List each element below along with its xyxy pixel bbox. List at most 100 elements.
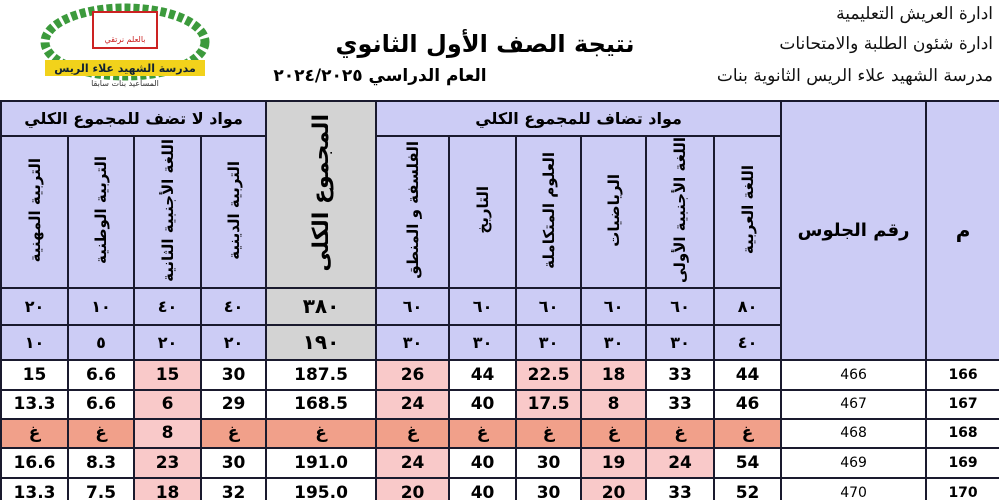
seat-number: 468: [780, 417, 928, 449]
score-cell: 8: [580, 388, 648, 420]
score-cell: 17.5: [515, 388, 583, 420]
table-row: ٨٠ ٦٠ ٦٠ ٦٠ ٦٠ ٦٠ ٣٨٠ ٤٠ ٤٠ ١٠ ٢٠: [0, 286, 999, 326]
score-limit: ٤٠: [200, 286, 268, 326]
score-cell: 30: [515, 476, 583, 500]
score-limit: ٣٠: [645, 323, 716, 361]
score-cell: 19: [580, 446, 648, 479]
score-cell: 168.5: [265, 388, 378, 420]
score-cell: 18: [580, 358, 648, 391]
logo-school: مدرسة الشهيد علاء الريس: [54, 62, 196, 75]
score-cell: غ: [67, 417, 136, 449]
table-row: 169 469 54 24 19 30 40 24 191.0 30 23 8.3 16.6: [0, 446, 999, 479]
score-cell: 44: [448, 358, 518, 391]
subject-label: التربية الدينية: [224, 160, 243, 260]
title: نتيجة الصف الأول الثانوي: [335, 30, 635, 58]
subject-label: اللغة الأجنبية الثانية: [158, 138, 177, 282]
subject-label: اللغة العربية: [738, 165, 757, 255]
score-cell: 8.3: [67, 446, 136, 479]
score-cell: 16.6: [0, 446, 70, 479]
score-cell: 33: [645, 358, 716, 391]
total-header: المجموع الكلى: [265, 100, 378, 289]
score-cell: غ: [200, 417, 268, 449]
score-cell: 33: [645, 476, 716, 500]
score-cell: غ: [580, 417, 648, 449]
subject-label: التربية المهنية: [25, 157, 44, 263]
subject-header: التاريخ: [448, 135, 518, 289]
subject-label: التربية الوطنية: [92, 155, 111, 264]
seat-number: 466: [780, 358, 928, 391]
subject-header: التربية الوطنية: [67, 135, 136, 289]
row-index: 168: [925, 417, 999, 449]
score-cell: 6.6: [67, 388, 136, 420]
score-limit: ٦٠: [515, 286, 583, 326]
score-cell: 15: [133, 358, 203, 391]
table-row: ٤٠ ٣٠ ٣٠ ٣٠ ٣٠ ٣٠ ١٩٠ ٢٠ ٢٠ ٥ ١٠: [0, 323, 999, 361]
score-limit: ٦٠: [645, 286, 716, 326]
score-cell: 187.5: [265, 358, 378, 391]
subject-label: التاريخ: [473, 186, 492, 234]
table-row: 166 466 44 33 18 22.5 44 26 187.5 30 15 6.6 15: [0, 358, 999, 391]
subject-header: الفلسفة و المنطق: [375, 135, 451, 289]
score-cell: 18: [133, 476, 203, 500]
header-line: ادارة شئون الطلبة والامتحانات: [779, 34, 993, 54]
results-table: م رقم الجلوس مواد تضاف للمجموع الكلي المجمو…: [0, 100, 999, 500]
score-cell: 7.5: [67, 476, 136, 500]
score-cell: 6.6: [67, 358, 136, 391]
score-limit: ٢٠: [133, 323, 203, 361]
score-cell: 40: [448, 446, 518, 479]
score-cell: 15: [0, 358, 70, 391]
score-cell: 191.0: [265, 446, 378, 479]
score-limit: ٢٠: [200, 323, 268, 361]
score-limit: ٨٠: [713, 286, 783, 326]
col-index-header: م: [925, 100, 999, 361]
score-cell: 52: [713, 476, 783, 500]
score-limit: ١٠: [0, 323, 70, 361]
seat-number: 470: [780, 476, 928, 500]
subject-header: اللغة العربية: [713, 135, 783, 289]
score-cell: 40: [448, 476, 518, 500]
score-cell: 26: [375, 358, 451, 391]
score-limit: ٦٠: [448, 286, 518, 326]
group-header: مواد تضاف للمجموع الكلي: [375, 100, 783, 137]
table-row: اللغة العربية اللغة الأجنبية الأولى الرياض…: [0, 135, 999, 289]
row-index: 166: [925, 358, 999, 391]
subject-header: العلوم المتكاملة: [515, 135, 583, 289]
seat-number: 467: [780, 388, 928, 420]
score-limit: ٣٠: [515, 323, 583, 361]
score-cell: 54: [713, 446, 783, 479]
total-label: المجموع الكلى: [308, 113, 334, 272]
score-cell: 22.5: [515, 358, 583, 391]
year: العام الدراسي ٢٠٢٤/٢٠٢٥: [273, 66, 487, 86]
score-cell: 23: [133, 446, 203, 479]
logo-former: المساعيد بنات سابقا: [91, 79, 159, 88]
score-limit: ٤٠: [713, 323, 783, 361]
subject-header: التربية الدينية: [200, 135, 268, 289]
score-cell: 44: [713, 358, 783, 391]
logo-motto: بالعلم نرتقي: [104, 35, 145, 44]
score-cell: غ: [265, 417, 378, 449]
score-cell: 20: [580, 476, 648, 500]
score-limit: ٣٠: [448, 323, 518, 361]
logo: بالعلم نرتقي مدرسة الشهيد علاء الريس الم…: [40, 3, 210, 88]
score-cell: 24: [645, 446, 716, 479]
row-index: 169: [925, 446, 999, 479]
score-cell: 33: [645, 388, 716, 420]
header-line: مدرسة الشهيد علاء الريس الثانوية بنات: [716, 66, 993, 86]
score-cell: 13.3: [0, 388, 70, 420]
subject-header: التربية المهنية: [0, 135, 70, 289]
score-limit: ١٠: [67, 286, 136, 326]
table-row: 168 468 غ غ غ غ غ غ غ غ 8 غ غ: [0, 417, 999, 449]
score-limit: ١٩٠: [265, 323, 378, 361]
score-cell: 29: [200, 388, 268, 420]
subject-header: اللغة الأجنبية الأولى: [645, 135, 716, 289]
subject-label: الرياضيات: [604, 173, 623, 247]
score-cell: 46: [713, 388, 783, 420]
score-limit: ٣٠: [580, 323, 648, 361]
score-cell: غ: [515, 417, 583, 449]
score-cell: 24: [375, 446, 451, 479]
score-cell: 24: [375, 388, 451, 420]
score-cell: 8: [133, 417, 203, 449]
score-cell: 40: [448, 388, 518, 420]
row-index: 167: [925, 388, 999, 420]
score-cell: 30: [515, 446, 583, 479]
